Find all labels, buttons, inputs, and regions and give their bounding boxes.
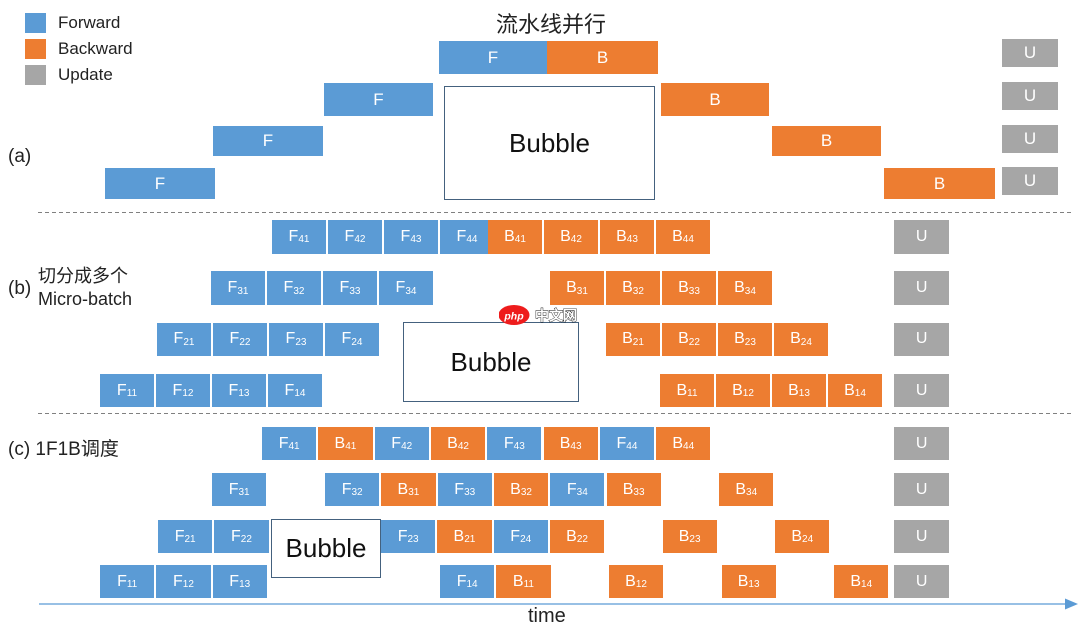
svg-text:中文网: 中文网 [535,308,577,324]
svg-text:php: php [503,311,524,323]
